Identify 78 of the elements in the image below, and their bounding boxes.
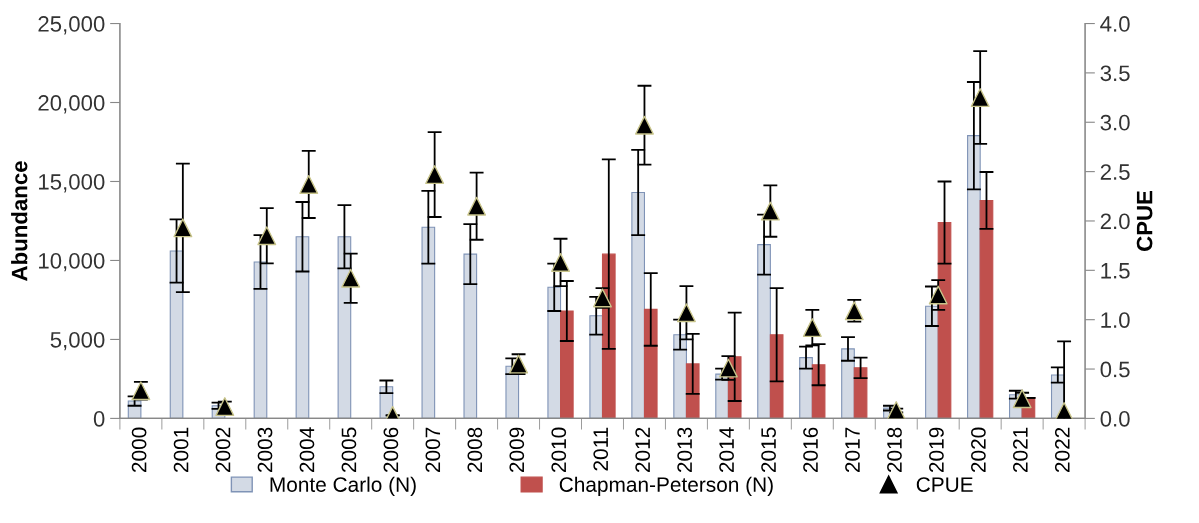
y2-axis-title: CPUE (1136, 190, 1153, 251)
bar (253, 261, 268, 419)
x-tick-label: 2017 (845, 427, 860, 473)
point (1012, 389, 1032, 409)
x-tick-label: 2002 (215, 427, 231, 473)
bar (169, 250, 184, 419)
bar (295, 236, 310, 419)
x-tick-label: 2004 (299, 427, 315, 473)
y2-tick-label: 4.0 (1100, 16, 1130, 32)
x-tick-label: 2012 (635, 427, 651, 473)
y2-tick-label: 0.5 (1100, 361, 1130, 378)
x-tick-label: 2000 (131, 427, 147, 473)
bar (967, 135, 981, 419)
x-tick-label: 2013 (677, 427, 693, 473)
legend-label: Chapman-Peterson (N) (559, 476, 773, 497)
y2-tick-label: 1.0 (1101, 312, 1130, 328)
x-tick-label: 2014 (719, 427, 734, 473)
bar (937, 221, 952, 419)
y2-tick-label: 3.0 (1100, 114, 1130, 131)
x-tick-label: 2016 (803, 427, 818, 473)
point (634, 115, 654, 135)
bar (757, 244, 771, 419)
y2-tick-label: 1.5 (1101, 263, 1130, 279)
point (928, 285, 948, 305)
x-tick-label: 2007 (425, 427, 441, 473)
bar (853, 367, 868, 419)
point (257, 226, 277, 246)
x-tick-label: 2011 (593, 427, 609, 471)
y-tick-label: 10,000 (39, 252, 105, 272)
y2-tick-label: 2.0 (1100, 213, 1130, 230)
x-tick-label: 2015 (761, 427, 776, 473)
point (467, 196, 487, 216)
bar (799, 357, 813, 419)
point (173, 218, 193, 238)
y2-tick-label: 0.0 (1100, 410, 1130, 427)
point (1054, 402, 1074, 419)
bar (559, 310, 574, 419)
point (551, 252, 571, 272)
x-tick-label: 2001 (173, 427, 189, 473)
y2-tick-label: 2.5 (1100, 164, 1130, 180)
point (760, 201, 780, 221)
y-tick-label: 0 (93, 410, 105, 427)
point (970, 88, 990, 108)
x-tick-label: 2006 (383, 427, 399, 473)
bar (631, 191, 646, 419)
point (425, 165, 445, 185)
point (886, 401, 906, 419)
point (299, 174, 319, 194)
point (676, 303, 696, 323)
y-tick-label: 15,000 (39, 174, 105, 193)
x-tick-label: 2008 (467, 427, 483, 473)
y-tick-label: 5,000 (50, 331, 105, 351)
bar (463, 253, 478, 419)
x-tick-label: 2005 (341, 427, 357, 473)
x-tick-label: 2018 (887, 427, 902, 473)
y-tick-label: 20,000 (38, 95, 105, 114)
bar (979, 199, 994, 419)
point (341, 268, 361, 288)
x-tick-label: 2020 (971, 427, 986, 473)
x-tick-label: 2003 (257, 427, 273, 473)
x-tick-label: 2019 (929, 427, 944, 473)
y-tick-label: 25,000 (38, 16, 105, 35)
bar (643, 308, 658, 419)
y2-tick-label: 3.5 (1100, 65, 1130, 82)
legend-label: CPUE (916, 477, 973, 492)
bar (673, 334, 687, 419)
point (802, 318, 822, 338)
bar (421, 226, 436, 419)
x-tick-label: 2010 (551, 427, 567, 473)
x-tick-label: 2021 (1012, 427, 1028, 473)
x-tick-label: 2022 (1054, 427, 1070, 473)
bar (547, 286, 562, 419)
x-tick-label: 2009 (509, 427, 525, 473)
bar (589, 315, 604, 419)
bar (337, 236, 352, 419)
y-axis-title: Abundance (11, 161, 28, 281)
legend-label: Monte Carlo (N) (270, 476, 416, 497)
bar (841, 348, 855, 419)
